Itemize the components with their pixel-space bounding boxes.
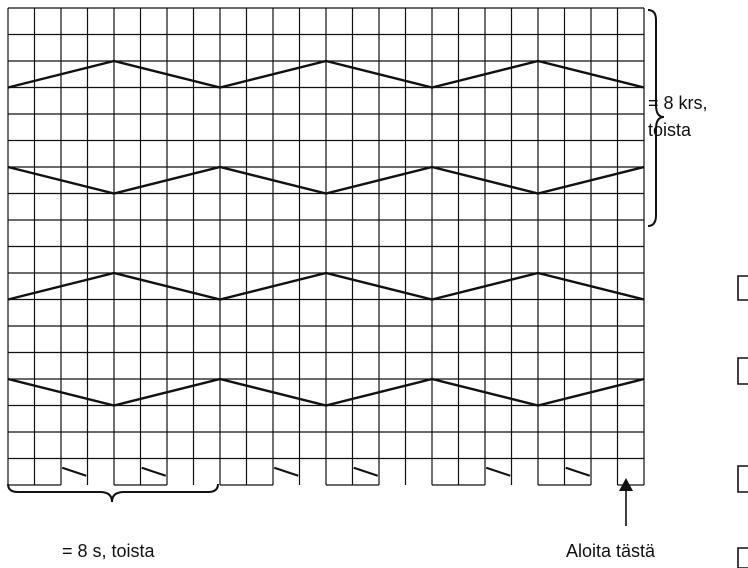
repeat-rows-label-continued: toista — [648, 120, 692, 140]
legend-symbol-stubs — [737, 275, 748, 568]
slant-stitch-mark — [61, 466, 87, 477]
slant-stitch-mark — [141, 466, 167, 477]
row-repeat-brace — [647, 9, 665, 227]
repeat-braces — [7, 9, 665, 503]
start-here-label: Aloita tästä — [566, 541, 656, 561]
start-arrow-icon — [619, 478, 633, 526]
legend-symbol-box — [737, 357, 748, 385]
start-arrow-head — [619, 478, 633, 491]
slant-stitch-mark — [353, 466, 379, 477]
slant-stitch-symbols — [61, 466, 591, 477]
legend-symbol-box — [737, 465, 748, 493]
legend-symbol-box — [737, 547, 748, 568]
slant-stitch-mark — [273, 466, 299, 477]
slant-stitch-mark — [565, 466, 591, 477]
chart-grid — [7, 7, 645, 486]
zigzag-pattern-lines — [7, 59, 645, 407]
zigzag-line — [7, 59, 645, 89]
slant-stitch-mark — [485, 466, 511, 477]
repeat-rows-label: = 8 krs, — [648, 93, 708, 113]
stitch-repeat-brace — [7, 483, 219, 503]
repeat-stitches-label: = 8 s, toista — [62, 541, 155, 561]
zigzag-line — [7, 165, 645, 195]
zigzag-line — [7, 271, 645, 301]
legend-symbol-box — [737, 275, 748, 301]
zigzag-line — [7, 377, 645, 407]
